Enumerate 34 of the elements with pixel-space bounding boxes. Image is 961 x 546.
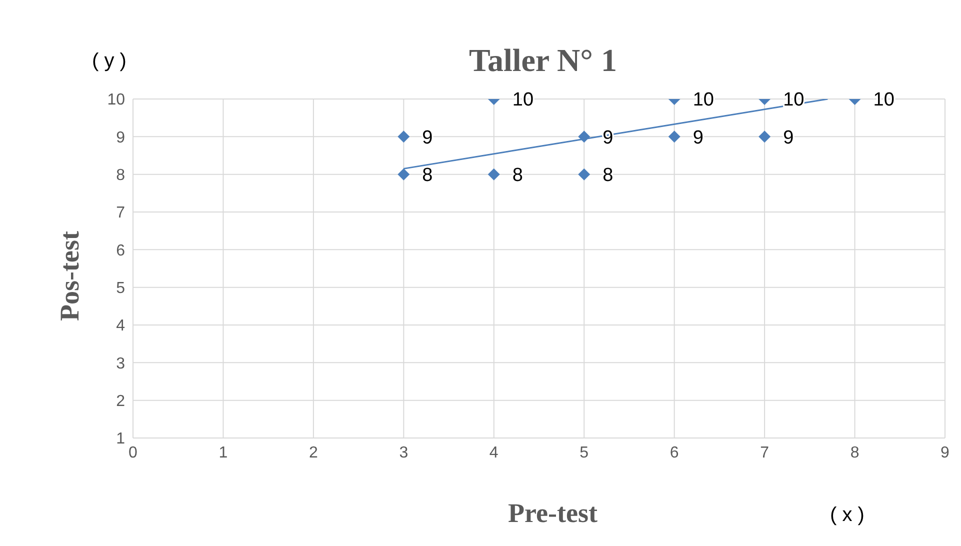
y-axis-title: Pos-test (54, 231, 86, 321)
data-label: 9 (692, 127, 704, 148)
x-tick-label: 9 (940, 444, 950, 462)
x-tick-label: 8 (850, 444, 860, 462)
data-label: 10 (692, 90, 714, 111)
text: ( x ) (830, 504, 864, 527)
data-label: 8 (422, 165, 433, 186)
x-tick-label: 0 (128, 444, 138, 462)
y-tick-label: 2 (116, 393, 126, 410)
x-tick-label: 7 (760, 444, 770, 462)
y-tick-label: 8 (116, 167, 126, 184)
data-label: 8 (512, 165, 523, 186)
x-tick-label: 6 (670, 444, 679, 462)
text: ( y ) (92, 50, 126, 73)
y-tick-label: 3 (116, 355, 126, 372)
data-label: 9 (783, 127, 794, 148)
y-tick-label: 6 (116, 242, 126, 260)
x-tick-label: 3 (399, 444, 408, 462)
y-tick-label: 10 (107, 92, 126, 109)
x-tick-label: 1 (218, 444, 228, 462)
chart-title: Taller N° 1 (469, 42, 617, 78)
data-label: 10 (873, 90, 894, 111)
x-axis-title: Pre-test (508, 498, 598, 529)
data-label: 9 (422, 127, 433, 148)
x-tick-label: 4 (489, 444, 498, 462)
x-tick-label: 2 (308, 444, 318, 462)
y-tick-label: 1 (116, 430, 126, 448)
y-tick-label: 5 (116, 280, 126, 298)
y-tick-label: 7 (116, 204, 126, 222)
data-label: 10 (512, 90, 534, 111)
x-tick-label: 5 (580, 444, 589, 462)
data-label: 8 (602, 165, 614, 186)
y-tick-label: 4 (116, 318, 126, 335)
y-tick-label: 9 (116, 129, 126, 146)
